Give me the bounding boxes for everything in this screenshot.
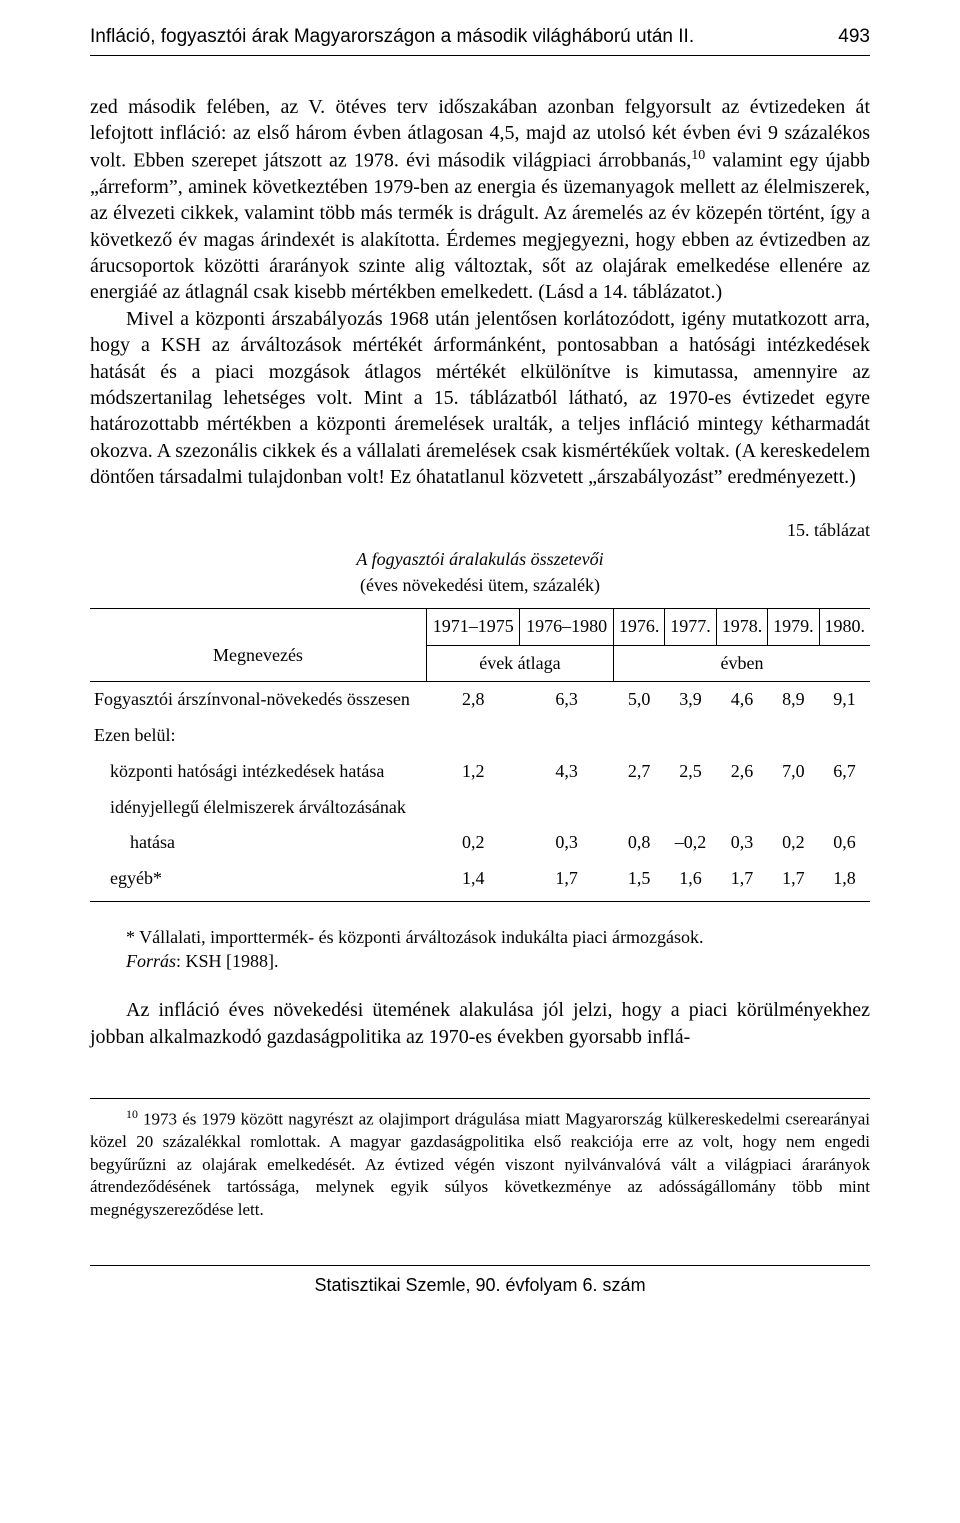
table-row: idényjellegű élelmiszerek árváltozásának: [90, 790, 870, 826]
cell: [520, 790, 613, 826]
cell: [520, 718, 613, 754]
running-title: Infláció, fogyasztói árak Magyarországon…: [90, 24, 694, 49]
cell: [768, 718, 819, 754]
data-table: Megnevezés 1971–1975 1976–1980 1976. 197…: [90, 608, 870, 902]
table-row: Ezen belül:: [90, 718, 870, 754]
cell: 5,0: [613, 682, 664, 718]
footnote-ref-10: 10: [691, 148, 705, 163]
cell: [665, 718, 716, 754]
table-footnotes: * Vállalati, importtermék- és központi á…: [90, 926, 870, 974]
cell: 1,6: [665, 861, 716, 901]
cell: 6,3: [520, 682, 613, 718]
paragraph-3: Az infláció éves növekedési ütemének ala…: [90, 997, 870, 1050]
cell: 0,3: [716, 825, 767, 861]
table-row: Fogyasztói árszínvonal-növekedés összese…: [90, 682, 870, 718]
bottom-footnote: 10 1973 és 1979 között nagyrészt az olaj…: [90, 1098, 870, 1221]
col-group-year: évben: [613, 645, 870, 682]
cell: [613, 790, 664, 826]
cell: –0,2: [665, 825, 716, 861]
cell: 4,6: [716, 682, 767, 718]
table-note: * Vállalati, importtermék- és központi á…: [90, 926, 870, 950]
cell: [665, 790, 716, 826]
paragraph-1: zed második felében, az V. ötéves terv i…: [90, 94, 870, 306]
running-header: Infláció, fogyasztói árak Magyarországon…: [90, 24, 870, 56]
table-source: Forrás: KSH [1988].: [90, 950, 870, 974]
cell: 1,7: [716, 861, 767, 901]
col-header-year: 1971–1975: [426, 608, 519, 645]
cell: [819, 718, 870, 754]
page-footer: Statisztikai Szemle, 90. évfolyam 6. szá…: [90, 1265, 870, 1298]
row-label: egyéb*: [90, 861, 426, 901]
cell: 2,8: [426, 682, 519, 718]
paragraph-2: Mivel a központi árszabályozás 1968 után…: [90, 306, 870, 491]
cell: 2,7: [613, 754, 664, 790]
cell: 7,0: [768, 754, 819, 790]
table-subtitle: (éves növekedési ütem, százalék): [90, 574, 870, 598]
cell: 4,3: [520, 754, 613, 790]
cell: 1,8: [819, 861, 870, 901]
row-label: idényjellegű élelmiszerek árváltozásának: [90, 790, 426, 826]
table-body: Fogyasztói árszínvonal-növekedés összese…: [90, 682, 870, 902]
row-label: Fogyasztói árszínvonal-növekedés összese…: [90, 682, 426, 718]
cell: [768, 790, 819, 826]
cell: 0,2: [768, 825, 819, 861]
col-header-name: Megnevezés: [90, 608, 426, 682]
table-row: hatása0,20,30,8–0,20,30,20,6: [90, 825, 870, 861]
cell: 0,6: [819, 825, 870, 861]
table-row: egyéb*1,41,71,51,61,71,71,8: [90, 861, 870, 901]
cell: [613, 718, 664, 754]
table-title: A fogyasztói áralakulás összetevői: [90, 548, 870, 572]
cell: [819, 790, 870, 826]
cell: 2,5: [665, 754, 716, 790]
cell: [716, 718, 767, 754]
cell: 8,9: [768, 682, 819, 718]
col-header-year: 1979.: [768, 608, 819, 645]
cell: [426, 790, 519, 826]
after-table-text: Az infláció éves növekedési ütemének ala…: [90, 997, 870, 1050]
body-text: zed második felében, az V. ötéves terv i…: [90, 94, 870, 491]
table-label: 15. táblázat: [90, 519, 870, 543]
cell: 6,7: [819, 754, 870, 790]
cell: [716, 790, 767, 826]
cell: 1,5: [613, 861, 664, 901]
cell: 2,6: [716, 754, 767, 790]
cell: 1,2: [426, 754, 519, 790]
footnote-text: 1973 és 1979 között nagyrészt az olajimp…: [90, 1110, 870, 1219]
col-header-year: 1976–1980: [520, 608, 613, 645]
row-label: Ezen belül:: [90, 718, 426, 754]
page-number: 493: [838, 24, 870, 49]
cell: [426, 718, 519, 754]
cell: 1,7: [520, 861, 613, 901]
row-label: központi hatósági intézkedések hatása: [90, 754, 426, 790]
cell: 0,2: [426, 825, 519, 861]
cell: 0,3: [520, 825, 613, 861]
col-group-avg: évek átlaga: [426, 645, 613, 682]
col-header-year: 1977.: [665, 608, 716, 645]
col-header-year: 1978.: [716, 608, 767, 645]
cell: 0,8: [613, 825, 664, 861]
cell: 9,1: [819, 682, 870, 718]
row-label: hatása: [90, 825, 426, 861]
footnote-marker-10: 10: [126, 1107, 138, 1121]
table-row: központi hatósági intézkedések hatása1,2…: [90, 754, 870, 790]
col-header-year: 1976.: [613, 608, 664, 645]
cell: 1,4: [426, 861, 519, 901]
col-header-year: 1980.: [819, 608, 870, 645]
cell: 3,9: [665, 682, 716, 718]
cell: 1,7: [768, 861, 819, 901]
